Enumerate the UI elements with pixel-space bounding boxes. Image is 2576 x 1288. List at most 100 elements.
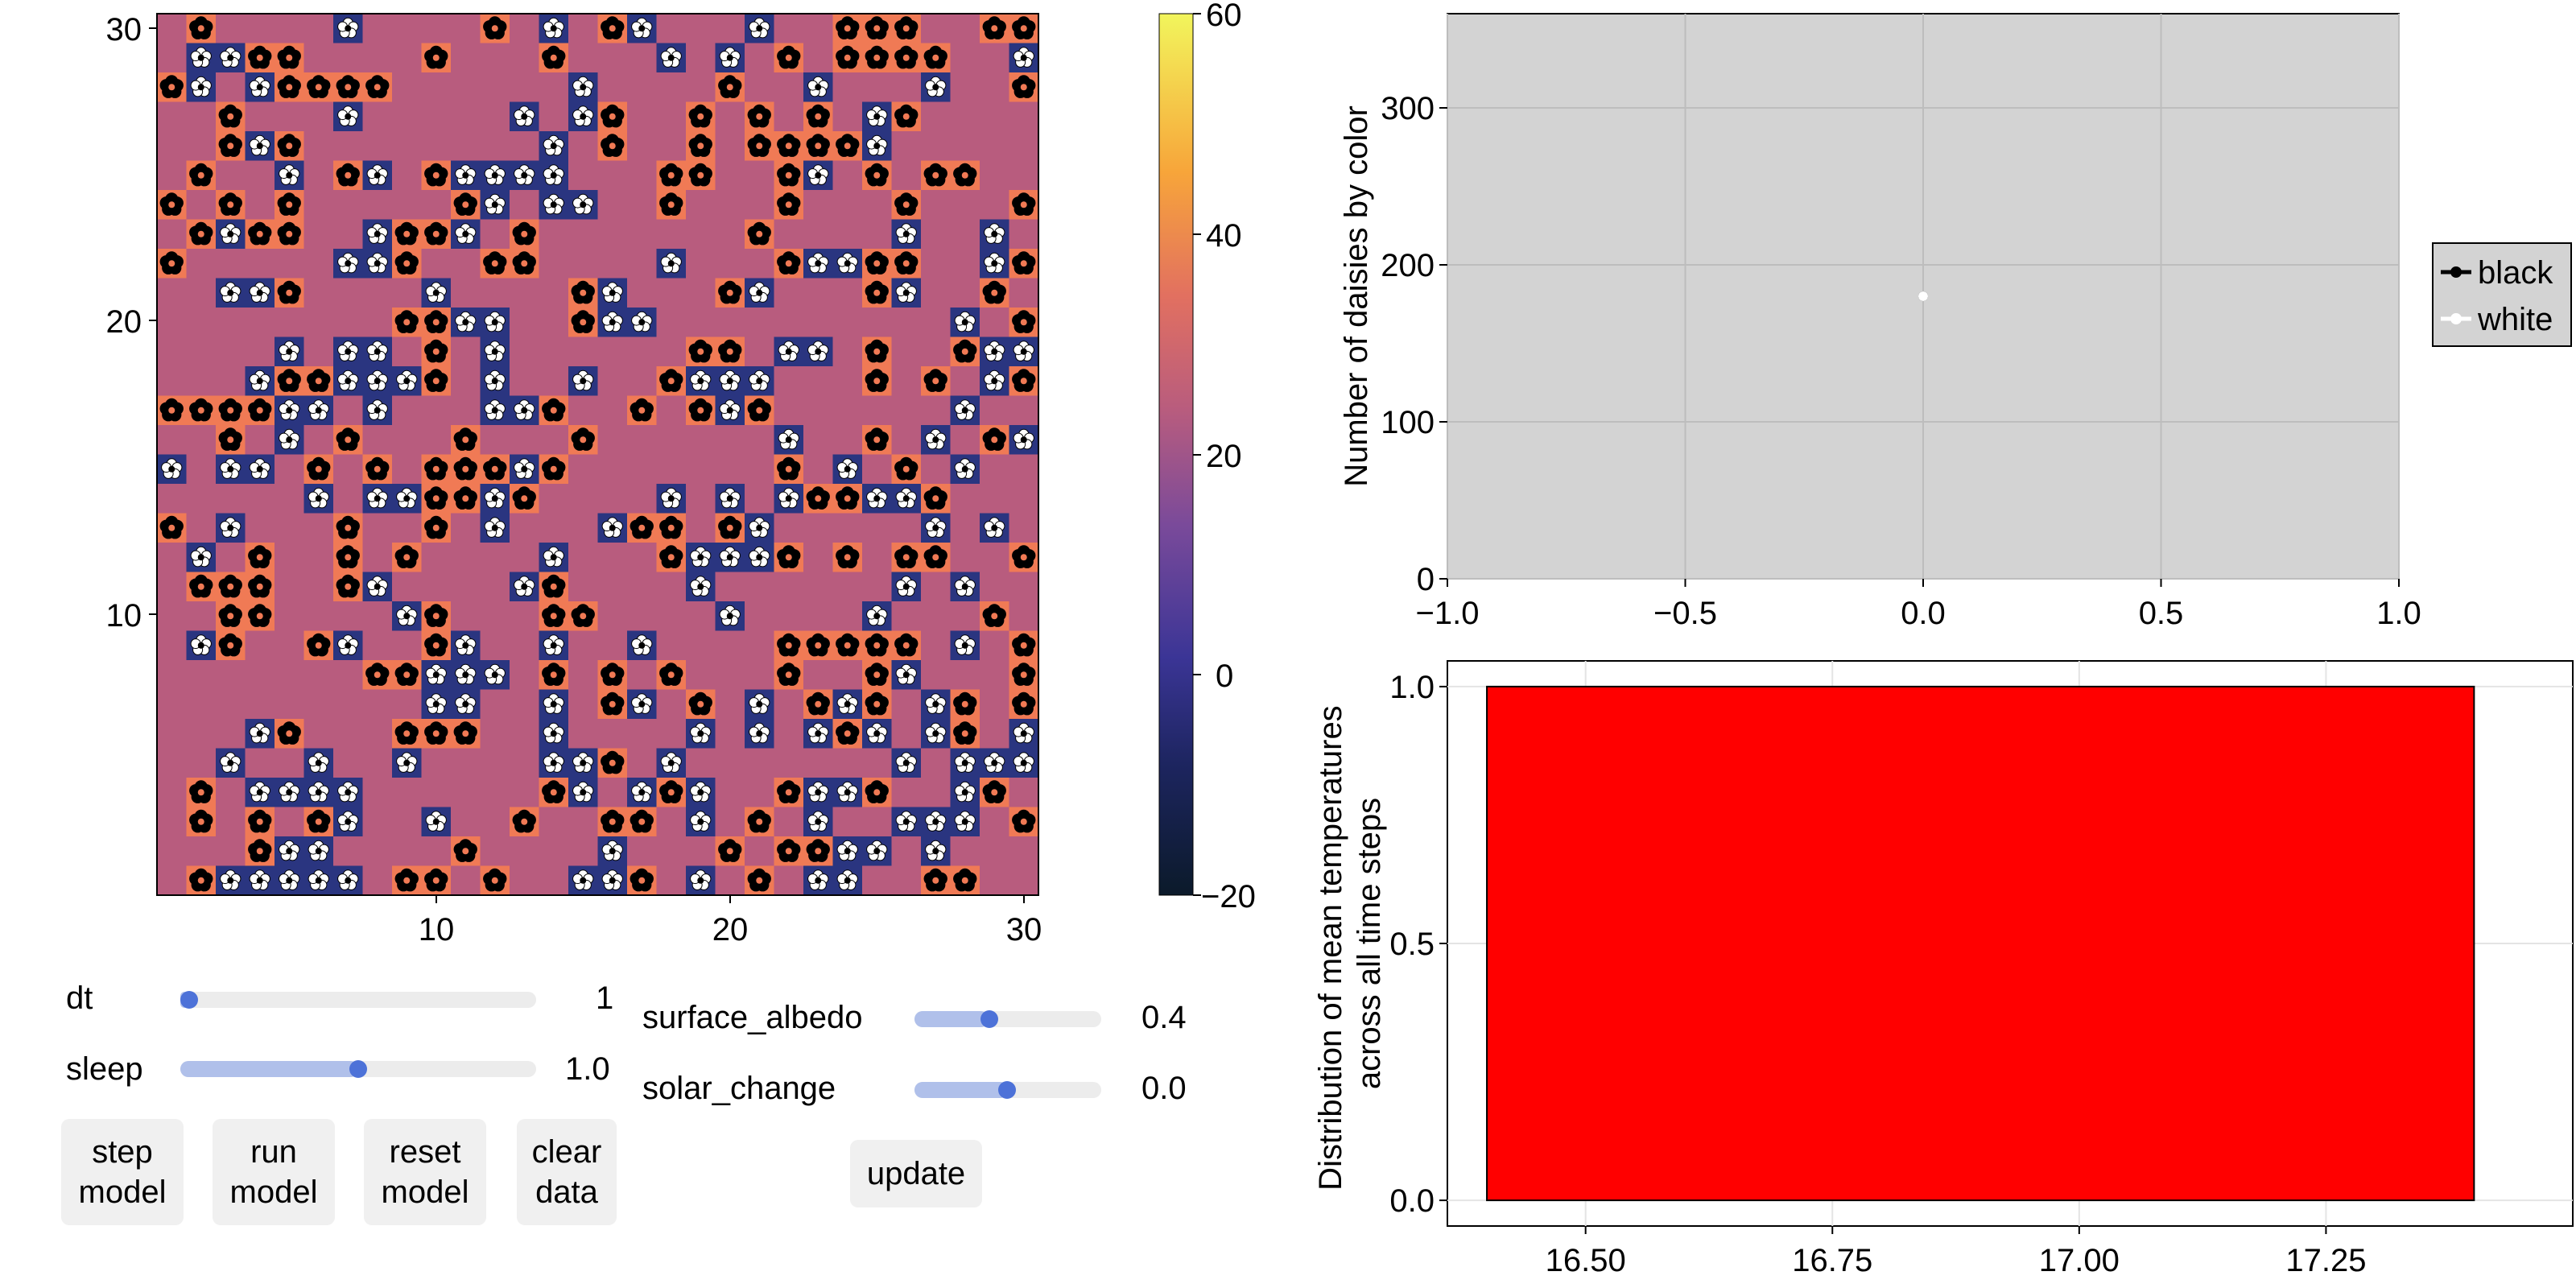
black-daisy-cell: [950, 336, 980, 366]
white-daisy-cell: [451, 160, 481, 190]
x-tick-label: −1.0: [1416, 596, 1480, 631]
sleep-slider[interactable]: [180, 1060, 536, 1078]
run-model-button[interactable]: run model: [213, 1119, 335, 1225]
reset-model-button[interactable]: reset model: [364, 1119, 486, 1225]
white-daisy-cell: [275, 395, 304, 425]
white-daisy-cell: [392, 366, 422, 396]
black-daisy-cell: [715, 72, 745, 102]
hist-x-ticks: 16.50 16.75 17.00 17.25: [1546, 1226, 2366, 1278]
solar-change-slider-knob[interactable]: [998, 1081, 1016, 1099]
black-daisy-cell: [656, 513, 686, 543]
white-daisy-cell: [950, 630, 980, 660]
black-daisy-cell: [1009, 660, 1038, 690]
white-daisy-cell: [480, 366, 510, 396]
y-tick-label: 30: [106, 12, 142, 47]
dt-slider[interactable]: [180, 991, 536, 1009]
white-daisy-cell: [186, 43, 216, 72]
solar-change-slider[interactable]: [914, 1081, 1101, 1099]
temperature-histogram: 16.50 16.75 17.00 17.25 0.0 0.5 1.0 Distribut…: [1313, 660, 2574, 1278]
black-daisy-cell: [510, 807, 539, 836]
count-ylabel: Number of daisies by color: [1339, 105, 1374, 487]
sleep-slider-knob[interactable]: [349, 1060, 367, 1078]
x-tick-label: 1.0: [2376, 596, 2421, 631]
white-daisy-cell: [421, 278, 451, 308]
black-daisy-cell: [597, 14, 627, 43]
white-daisy-cell: [597, 278, 627, 308]
white-daisy-cell: [597, 836, 627, 866]
white-daisy-cell: [891, 219, 921, 249]
white-daisy-cell: [275, 425, 304, 455]
black-daisy-cell: [1009, 190, 1038, 220]
black-daisy-cell: [392, 543, 422, 572]
black-daisy-cell: [745, 807, 774, 836]
white-daisy-cell: [686, 719, 716, 749]
white-daisy-cell: [392, 484, 422, 514]
black-daisy-cell: [333, 572, 363, 601]
black-daisy-cell: [832, 14, 862, 43]
legend-box: [2432, 242, 2572, 347]
x-tick-label: −0.5: [1653, 596, 1717, 631]
black-daisy-cell: [568, 308, 598, 337]
white-daisy-cell: [803, 72, 833, 102]
black-daisy-cell: [774, 630, 803, 660]
black-daisy-cell: [774, 778, 803, 807]
white-daisy-cell: [362, 219, 392, 249]
grid-frame: [156, 13, 1039, 896]
black-daisy-cell: [421, 719, 451, 749]
white-daisy-cell: [480, 160, 510, 190]
y-tick-label: 300: [1381, 91, 1435, 126]
y-tick-label: 0.0: [1389, 1183, 1435, 1219]
black-daisy-cell: [392, 249, 422, 279]
data-point-white: [1918, 291, 1928, 301]
count-y-ticks: 0 100 200 300: [1381, 91, 1447, 597]
white-daisy-cell: [510, 572, 539, 601]
black-daisy-cell: [362, 72, 392, 102]
black-daisy-cell: [627, 807, 657, 836]
white-daisy-cell: [627, 14, 657, 43]
white-daisy-cell: [745, 543, 774, 572]
black-daisy-cell: [216, 630, 246, 660]
white-daisy-cell: [980, 513, 1009, 543]
white-daisy-cell: [803, 336, 833, 366]
black-daisy-cell: [862, 660, 892, 690]
black-daisy-cell: [832, 43, 862, 72]
update-button[interactable]: update: [850, 1140, 982, 1208]
histogram-bar: [1486, 685, 2475, 1202]
legend-label: white: [2477, 302, 2553, 337]
white-daisy-cell: [480, 395, 510, 425]
black-daisy-cell: [921, 484, 951, 514]
legend-entry-black: black: [2441, 255, 2553, 291]
daisy-cells: [157, 14, 1038, 895]
solar-change-label: solar_change: [642, 1071, 836, 1106]
white-daisy-cell: [980, 748, 1009, 778]
white-daisy-cell: [480, 513, 510, 543]
white-daisy-cell: [275, 865, 304, 895]
white-daisy-cell: [950, 748, 980, 778]
white-daisy-cell: [832, 454, 862, 484]
white-daisy-cell: [480, 484, 510, 514]
black-daisy-cell: [774, 131, 803, 161]
white-daisy-cell: [539, 630, 568, 660]
white-daisy-cell: [921, 72, 951, 102]
clear-data-button[interactable]: clear data: [517, 1119, 617, 1225]
step-model-button[interactable]: step model: [61, 1119, 184, 1225]
white-daisy-cell: [627, 630, 657, 660]
black-daisy-cell: [539, 395, 568, 425]
black-daisy-cell: [157, 395, 187, 425]
black-daisy-cell: [921, 543, 951, 572]
black-daisy-cell: [539, 454, 568, 484]
black-daisy-cell: [950, 160, 980, 190]
surface-albedo-slider[interactable]: [914, 1010, 1101, 1028]
colorbar-tick-label: 20: [1206, 439, 1242, 474]
surface-albedo-slider-knob[interactable]: [980, 1010, 998, 1028]
black-daisy-cell: [245, 543, 275, 572]
black-daisy-cell: [245, 43, 275, 72]
white-daisy-cell: [451, 630, 481, 660]
black-daisy-cell: [627, 865, 657, 895]
dt-slider-knob[interactable]: [180, 991, 198, 1009]
x-tick-label: 17.25: [2285, 1243, 2366, 1278]
white-daisy-cell: [510, 454, 539, 484]
white-daisy-cell: [333, 366, 363, 396]
black-daisy-cell: [451, 190, 481, 220]
white-daisy-cell: [539, 131, 568, 161]
